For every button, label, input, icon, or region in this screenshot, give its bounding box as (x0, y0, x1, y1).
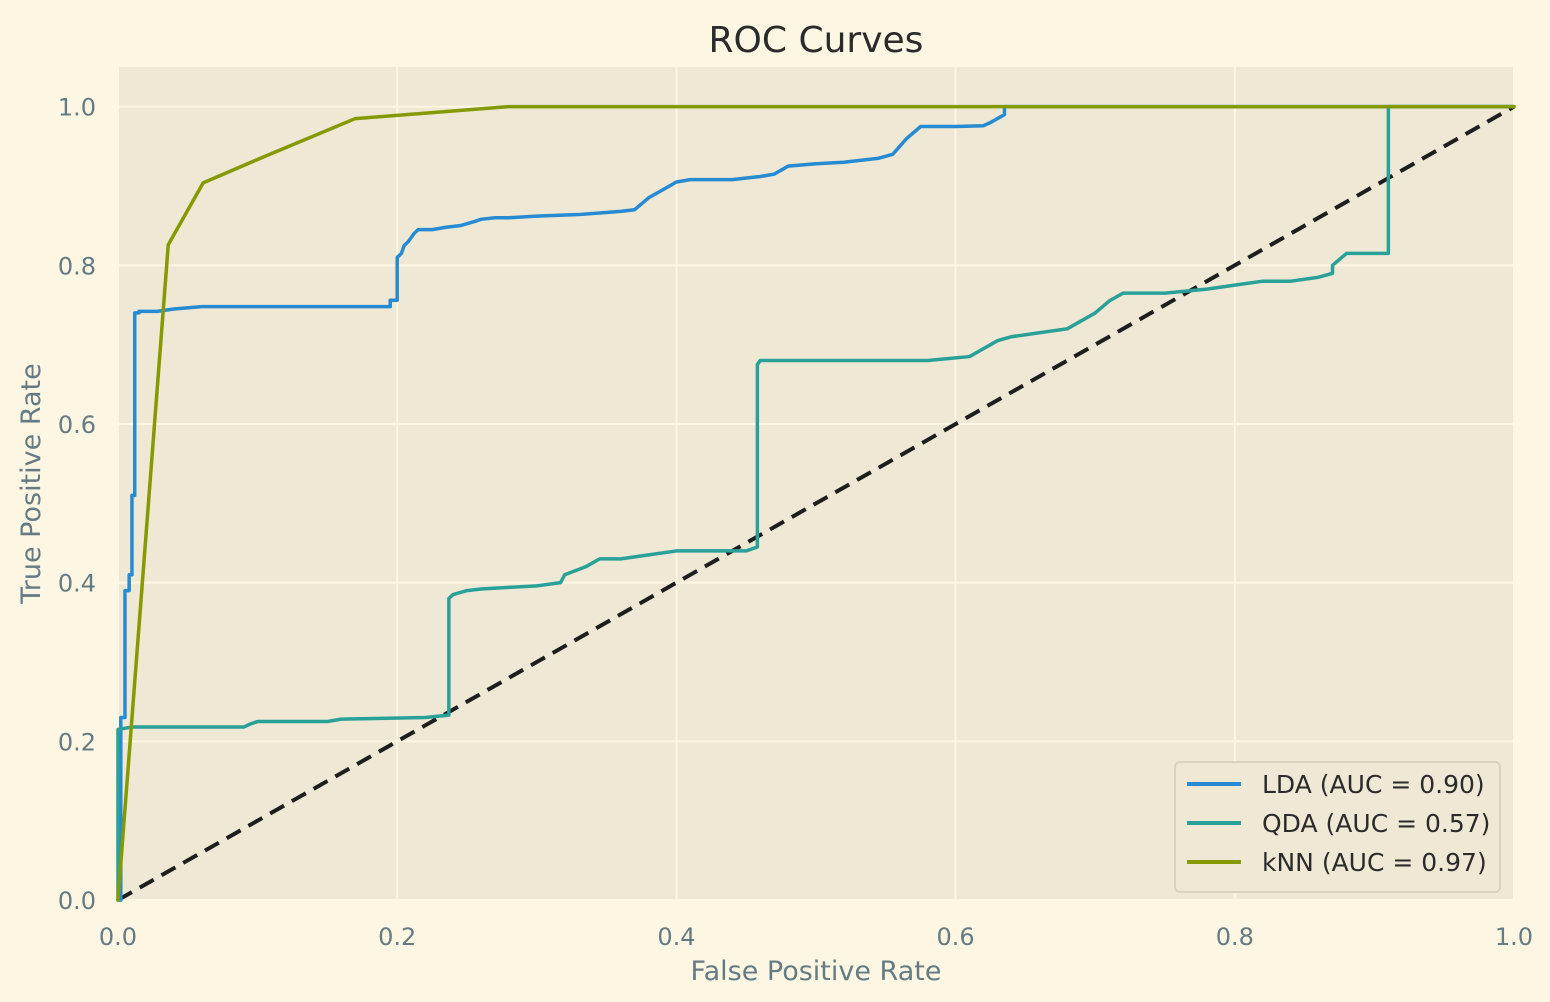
x-tick-label: 0.2 (378, 923, 416, 951)
y-tick-label: 0.8 (58, 252, 96, 280)
y-axis-label: True Positive Rate (16, 363, 47, 605)
x-axis-label: False Positive Rate (691, 956, 942, 987)
legend-label-qda: QDA (AUC = 0.57) (1262, 809, 1490, 838)
diagonal-reference-line (117, 104, 1515, 902)
legend-label-knn: kNN (AUC = 0.97) (1262, 848, 1487, 877)
y-tick-label: 0.2 (58, 728, 96, 756)
x-tick-label: 0.4 (657, 923, 695, 951)
legend-box (1174, 761, 1501, 893)
series-line-knn (116, 104, 1516, 902)
y-tick-label: 0.4 (58, 570, 96, 598)
x-tick-label: 1.0 (1495, 923, 1533, 951)
legend: LDA (AUC = 0.90) QDA (AUC = 0.57) kNN (AUC… (1174, 761, 1501, 893)
y-tick-label: 0.6 (58, 411, 96, 439)
diagonal-line (117, 104, 1515, 902)
y-tick-labels: 0.0 0.2 0.4 0.6 0.8 1.0 (58, 94, 96, 915)
x-tick-label: 0.8 (1216, 923, 1254, 951)
y-tick-label: 0.0 (58, 887, 96, 915)
x-tick-label: 0.0 (99, 923, 137, 951)
y-tick-label: 1.0 (58, 94, 96, 122)
series-line-qda (116, 104, 1516, 902)
chart-title: ROC Curves (709, 20, 924, 61)
x-tick-label: 0.6 (937, 923, 975, 951)
legend-label-lda: LDA (AUC = 0.90) (1262, 770, 1485, 799)
series-lines (116, 104, 1516, 902)
x-tick-labels: 0.0 0.2 0.4 0.6 0.8 1.0 (99, 923, 1533, 951)
series-line-lda (116, 104, 1516, 902)
